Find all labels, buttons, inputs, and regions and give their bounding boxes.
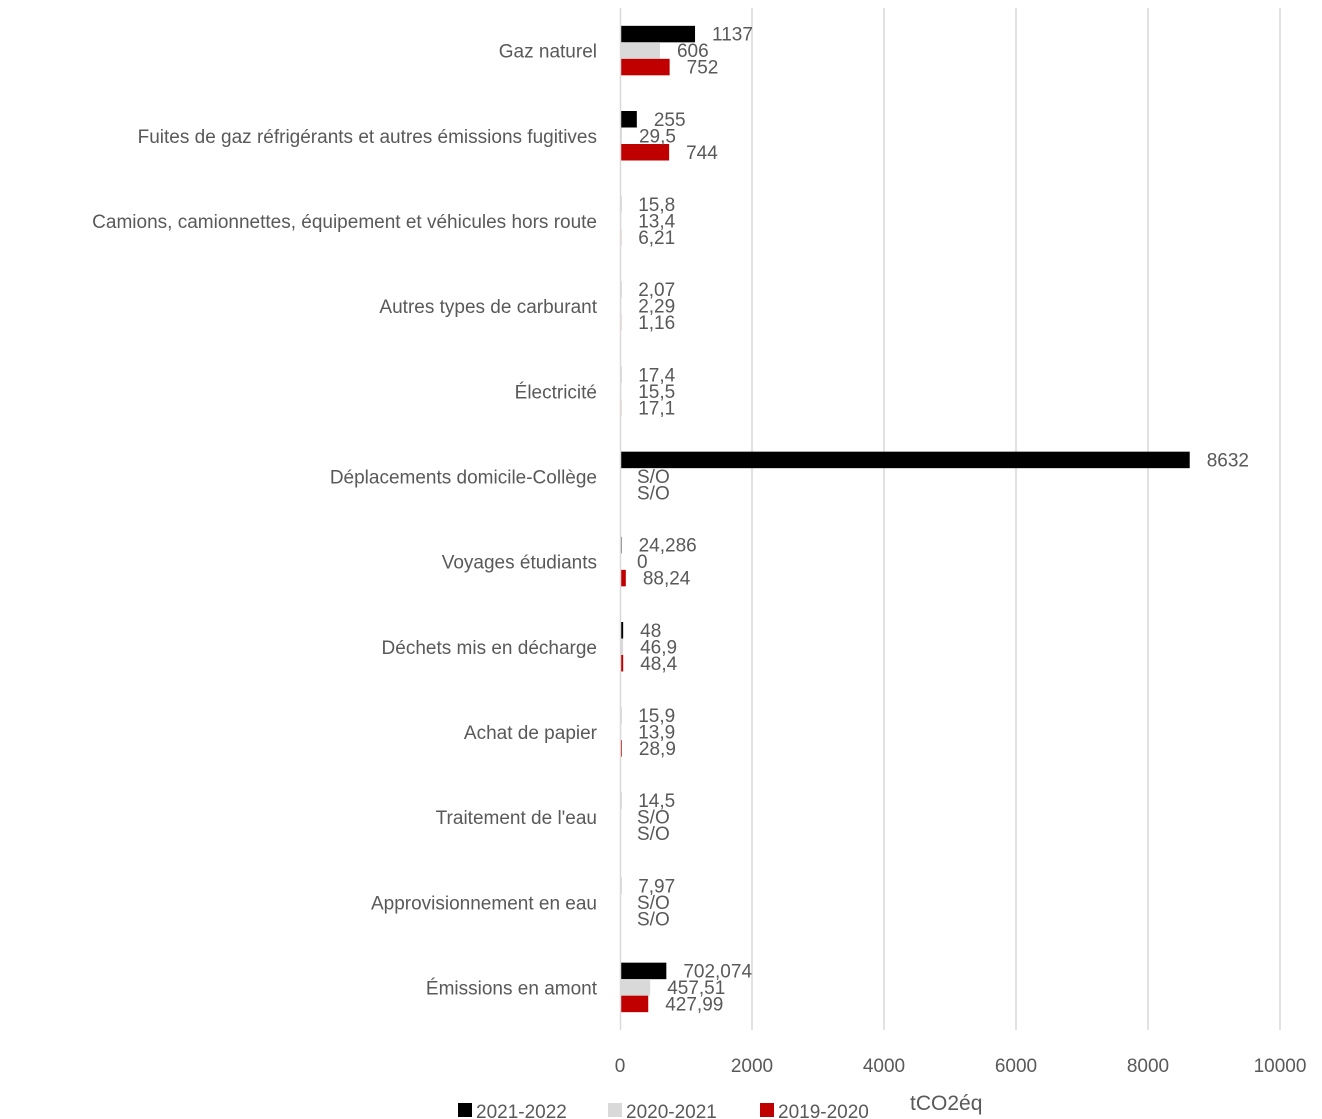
category-label: Achat de papier xyxy=(464,723,598,744)
data-label: 702,074 xyxy=(683,961,752,982)
x-tick-label: 4000 xyxy=(863,1056,905,1077)
bar xyxy=(620,622,624,639)
category-labels: Gaz naturel Fuites de gaz réfrigérants et… xyxy=(92,42,598,1000)
bar xyxy=(620,42,660,59)
data-label: S/O xyxy=(637,808,670,829)
category-label: Voyages étudiants xyxy=(442,553,597,574)
data-label: 2,07 xyxy=(638,280,675,301)
data-label: S/O xyxy=(637,893,670,914)
data-label: 28,9 xyxy=(639,739,676,760)
legend-swatch xyxy=(760,1103,774,1117)
data-label: 0 xyxy=(637,552,648,573)
x-axis-tick-labels: 0 2000 4000 6000 8000 10000 xyxy=(615,1056,1307,1077)
legend-swatch xyxy=(458,1103,472,1117)
data-label: 15,8 xyxy=(638,195,675,216)
data-label: S/O xyxy=(637,824,670,845)
bar xyxy=(620,638,624,655)
data-label: S/O xyxy=(637,467,670,488)
data-label: 24,286 xyxy=(639,536,697,557)
data-label: 8632 xyxy=(1207,450,1249,471)
category-label: Fuites de gaz réfrigérants et autres émi… xyxy=(138,127,597,148)
x-tick-label: 2000 xyxy=(731,1056,773,1077)
data-label: 13,9 xyxy=(638,722,675,743)
x-tick-label: 8000 xyxy=(1127,1056,1169,1077)
legend: 2021-2022 2020-2021 2019-2020 xyxy=(458,1102,869,1119)
data-label: 15,5 xyxy=(638,382,675,403)
bar xyxy=(620,111,637,128)
legend-swatch xyxy=(608,1103,622,1117)
bar xyxy=(620,144,670,161)
bar xyxy=(620,25,696,43)
data-label: 1,16 xyxy=(638,313,675,334)
data-label: 48 xyxy=(640,621,661,642)
category-label: Déplacements domicile-Collège xyxy=(330,467,597,488)
category-label: Camions, camionnettes, équipement et véh… xyxy=(92,212,597,233)
data-label: 2,29 xyxy=(638,297,675,318)
data-label: S/O xyxy=(637,909,670,930)
bar xyxy=(620,962,667,980)
data-label: 255 xyxy=(654,110,686,131)
category-label: Déchets mis en décharge xyxy=(382,638,597,659)
data-label: 744 xyxy=(686,143,718,164)
category-label: Émissions en amont xyxy=(426,978,598,999)
category-label: Gaz naturel xyxy=(499,42,597,63)
category-label: Autres types de carburant xyxy=(379,297,597,318)
data-label: 457,51 xyxy=(667,978,725,999)
data-label: 29,5 xyxy=(639,126,676,147)
bar xyxy=(620,58,670,76)
data-label: 17,4 xyxy=(638,365,675,386)
bars xyxy=(620,25,1190,1013)
bar xyxy=(620,995,649,1013)
data-label: 6,21 xyxy=(638,228,675,249)
category-label: Approvisionnement en eau xyxy=(371,893,597,914)
category-label: Électricité xyxy=(515,382,597,403)
data-label: S/O xyxy=(637,483,670,504)
data-label: 752 xyxy=(687,58,719,79)
x-tick-label: 0 xyxy=(615,1056,626,1077)
legend-label: 2020-2021 xyxy=(626,1102,717,1119)
legend-label: 2021-2022 xyxy=(476,1102,567,1119)
x-tick-label: 10000 xyxy=(1254,1056,1307,1077)
data-label: 46,9 xyxy=(640,637,677,658)
gridlines xyxy=(751,8,1281,1030)
data-label: 1137 xyxy=(712,25,753,46)
data-label: 88,24 xyxy=(643,569,691,590)
legend-label: 2019-2020 xyxy=(778,1102,869,1119)
bar xyxy=(620,451,1190,469)
x-tick-label: 6000 xyxy=(995,1056,1037,1077)
bar xyxy=(620,569,626,587)
data-label: 48,4 xyxy=(640,654,677,675)
data-label: 17,1 xyxy=(638,398,675,419)
data-label: 7,97 xyxy=(638,876,675,897)
data-label: 13,4 xyxy=(638,211,675,232)
bar xyxy=(620,655,624,672)
data-label: 14,5 xyxy=(638,791,675,812)
data-label: 427,99 xyxy=(665,994,723,1015)
data-label: 606 xyxy=(677,41,709,62)
x-axis-label: tCO2éq xyxy=(910,1092,982,1115)
bar xyxy=(620,979,651,996)
category-label: Traitement de l'eau xyxy=(436,808,597,829)
data-label: 15,9 xyxy=(638,706,675,727)
